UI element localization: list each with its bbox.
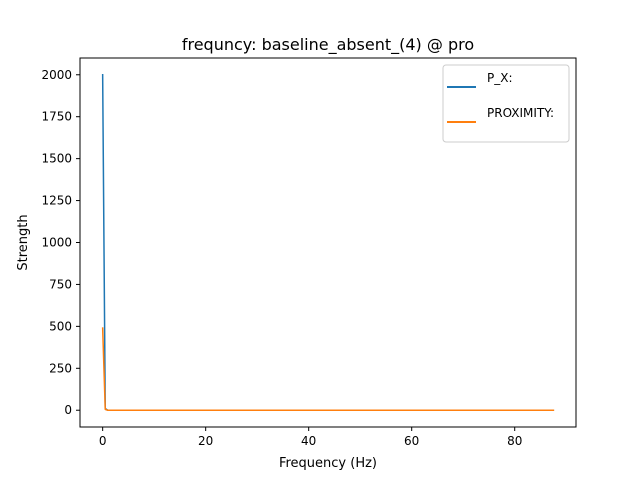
x-tick-label: 60	[404, 434, 419, 448]
y-tick-label: 250	[49, 361, 72, 375]
series-layer	[101, 74, 555, 411]
y-tick-label: 0	[64, 403, 72, 417]
x-tick-label: 80	[507, 434, 522, 448]
y-tick-label: 2000	[41, 68, 72, 82]
y-tick-label: 1250	[41, 194, 72, 208]
plot-area: 0 20 40 60 80 0 250 500 750 1000 1250 1500 1750 2000	[41, 57, 577, 448]
y-tick-label: 500	[49, 319, 72, 333]
chart-title: frequncy: baseline_absent_(4) @ pro	[182, 35, 474, 55]
y-tick-label: 1750	[41, 110, 72, 124]
y-tick-label: 1500	[41, 152, 72, 166]
legend-label-2: PROXIMITY:	[487, 106, 554, 120]
x-axis-ticks: 0 20 40 60 80	[99, 427, 522, 448]
y-axis-label: Strength	[16, 214, 31, 270]
x-tick-label: 20	[198, 434, 213, 448]
x-axis-label: Frequency (Hz)	[279, 456, 377, 471]
x-tick-label: 0	[99, 434, 107, 448]
series-line-2	[101, 327, 555, 411]
x-tick-label: 40	[301, 434, 316, 448]
y-tick-label: 750	[49, 277, 72, 291]
y-tick-label: 1000	[41, 236, 72, 250]
legend: P_X: PROXIMITY:	[442, 64, 570, 143]
axes-frame	[79, 57, 577, 428]
legend-label-1: P_X:	[487, 71, 513, 85]
y-axis-ticks: 0 250 500 750 1000 1250 1500 1750 2000	[41, 68, 80, 417]
